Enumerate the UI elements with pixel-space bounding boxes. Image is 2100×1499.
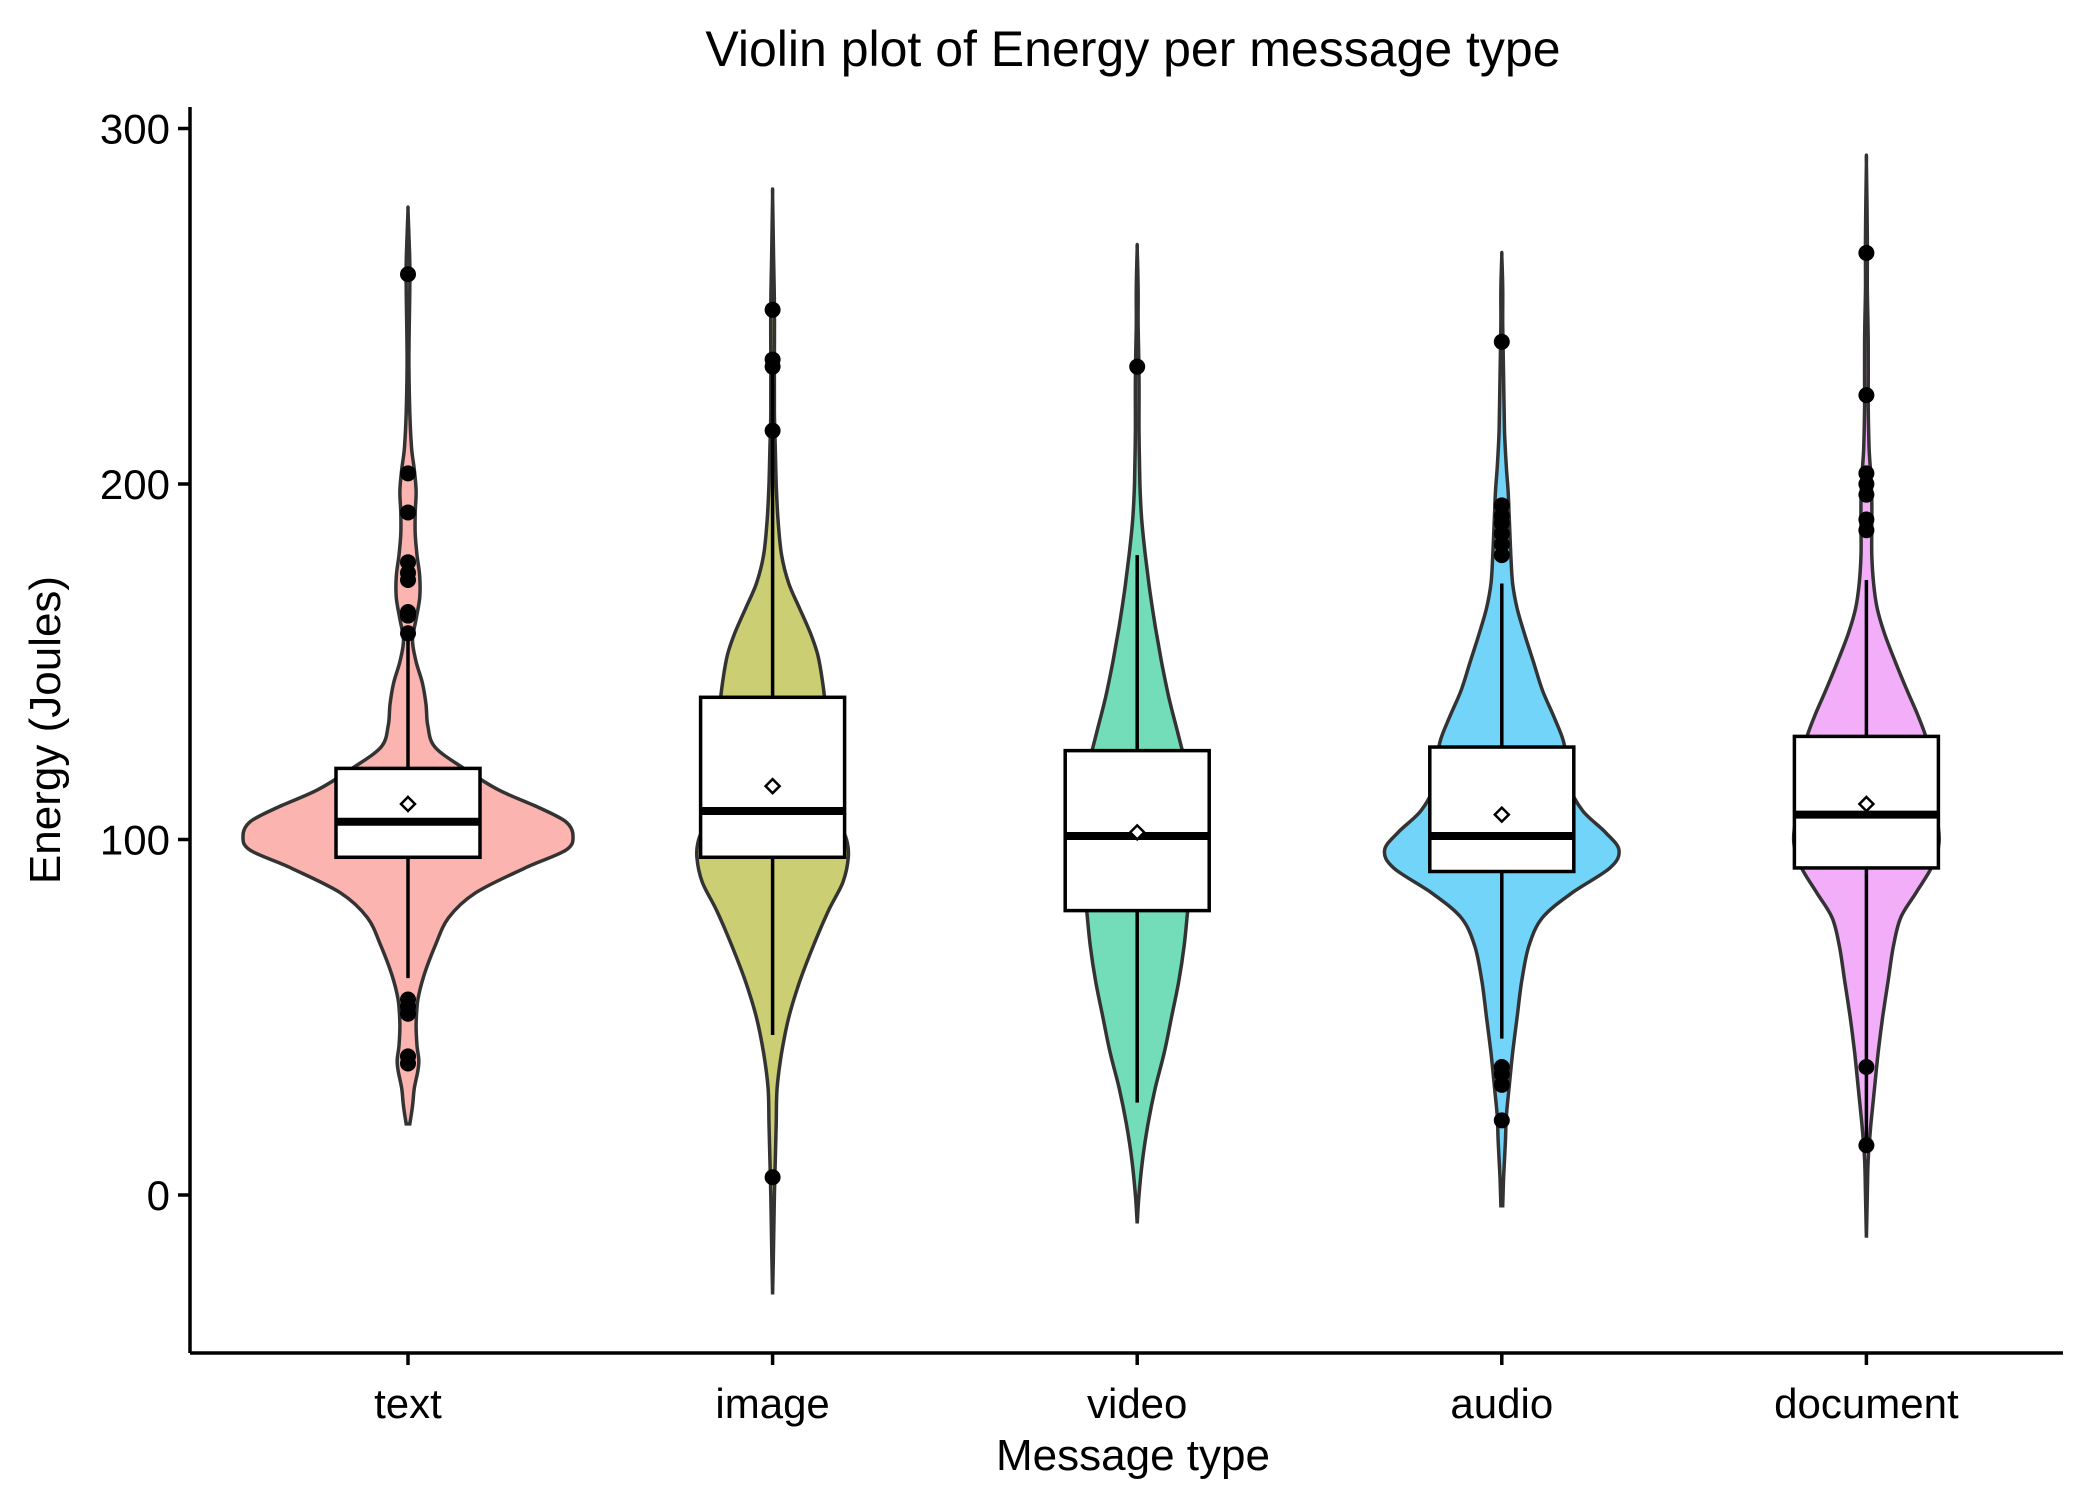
outlier-point-image [764,1169,781,1186]
mean-marker-audio [1493,805,1511,824]
mean-marker-image [763,777,782,795]
y-tick-label: 200 [100,461,170,508]
x-tick-label: audio [1450,1380,1553,1427]
box-image [698,695,847,860]
outlier-point-text [400,571,416,588]
outlier-point-document [1858,1059,1875,1076]
y-tick-label: 100 [100,817,170,864]
x-axis-label: Message type [996,1431,1270,1480]
outlier-point-video [1129,358,1146,375]
outlier-point-audio [1493,547,1510,564]
outlier-point-text [400,504,416,521]
outlier-point-audio [1493,333,1510,350]
chart-title: Violin plot of Energy per message type [705,21,1560,77]
violin-group-audio [1382,250,1621,1208]
violin-group-video [1063,242,1211,1224]
outlier-point-document [1858,522,1875,539]
outlier-point-audio [1493,1112,1510,1129]
outlier-point-image [764,358,781,375]
x-axis-ticks: text image video audio document [374,1353,1959,1427]
outlier-point-text [400,1005,416,1022]
plot-area [241,153,1941,1295]
outlier-point-document [1858,486,1875,503]
mean-marker-document [1857,795,1876,813]
outlier-point-document [1858,387,1875,404]
x-tick-label: document [1774,1380,1959,1427]
outlier-point-text [400,465,416,482]
mean-marker-text [399,795,417,813]
outlier-point-document [1858,1137,1875,1154]
x-tick-label: text [374,1380,442,1427]
violin-group-text [241,205,575,1126]
box-audio [1428,745,1576,874]
y-tick-label: 300 [100,106,170,153]
x-tick-label: video [1087,1380,1187,1427]
outlier-point-document [1858,244,1875,261]
outlier-point-image [764,422,781,439]
violin-group-image [694,187,851,1295]
outlier-point-audio [1493,1076,1510,1093]
box-text [334,766,482,860]
outlier-point-text [400,607,416,624]
violin-group-document [1791,153,1941,1238]
outlier-point-text [400,1055,416,1072]
outlier-point-image [764,301,781,318]
y-tick-label: 0 [147,1172,170,1219]
y-axis-label: Energy (Joules) [21,576,70,884]
x-tick-label: image [715,1380,829,1427]
outlier-point-text [400,625,416,642]
y-axis-ticks: 0 100 200 300 [100,106,190,1219]
outlier-point-text [400,266,416,283]
mean-marker-video [1128,823,1146,842]
